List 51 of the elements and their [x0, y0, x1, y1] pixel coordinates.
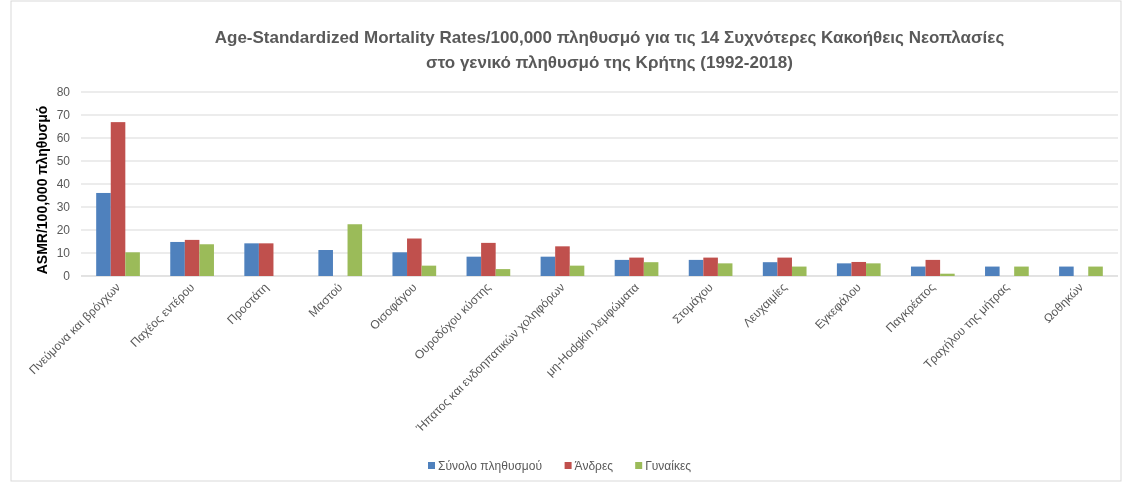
bar — [199, 244, 214, 276]
bar — [96, 192, 111, 276]
bar — [421, 265, 437, 276]
y-tick-label: 40 — [56, 177, 71, 192]
bar — [614, 259, 630, 276]
y-tick-label: 20 — [56, 223, 71, 238]
bar — [244, 243, 259, 276]
bar — [258, 243, 274, 276]
y-axis-title: ASMR/100,000 πληθυσμό — [34, 105, 50, 275]
bar — [125, 252, 140, 276]
bar — [481, 242, 496, 276]
bar — [866, 263, 881, 276]
bar — [110, 122, 126, 276]
y-tick-label: 70 — [56, 108, 71, 123]
bar — [555, 246, 570, 276]
bar — [910, 266, 926, 276]
bar — [791, 266, 807, 276]
bar — [925, 259, 941, 276]
bar — [985, 266, 1000, 276]
bar — [703, 257, 718, 276]
bar — [466, 256, 482, 276]
chart-title: Age-Standardized Mortality Rates/100,000 πληθυσμό για τις 14 Συχνότερες Κακοήθεις Νεοπλασίες στο γενικό πληθυσμό της Κρήτης (1992-2018) — [214, 28, 1005, 72]
bar — [717, 263, 733, 276]
y-tick-label: 80 — [56, 85, 71, 100]
bar — [688, 259, 704, 276]
legend-label: Σύνολο πληθυσμού — [438, 459, 542, 474]
bar — [762, 262, 778, 276]
y-tick-label: 10 — [56, 246, 71, 261]
y-tick-label: 50 — [56, 154, 71, 169]
y-tick-label: 30 — [56, 200, 71, 215]
bar — [777, 257, 792, 276]
bar — [318, 250, 333, 276]
legend-label: Άνδρες — [574, 459, 614, 474]
y-tick-label: 60 — [56, 131, 71, 146]
bar — [629, 257, 644, 276]
bar — [1088, 266, 1103, 276]
bar — [347, 224, 363, 276]
bar — [184, 239, 200, 276]
bar — [643, 262, 659, 276]
bar — [540, 256, 556, 276]
bar — [1014, 266, 1029, 276]
bar — [392, 252, 408, 276]
bar — [569, 265, 585, 276]
y-tick-label: 0 — [63, 269, 71, 284]
bar — [851, 261, 867, 276]
bar — [1059, 266, 1074, 276]
bar — [407, 238, 422, 276]
bar — [495, 269, 511, 276]
bar — [836, 263, 852, 276]
legend-label: Γυναίκες — [645, 459, 692, 474]
bar — [170, 241, 185, 276]
